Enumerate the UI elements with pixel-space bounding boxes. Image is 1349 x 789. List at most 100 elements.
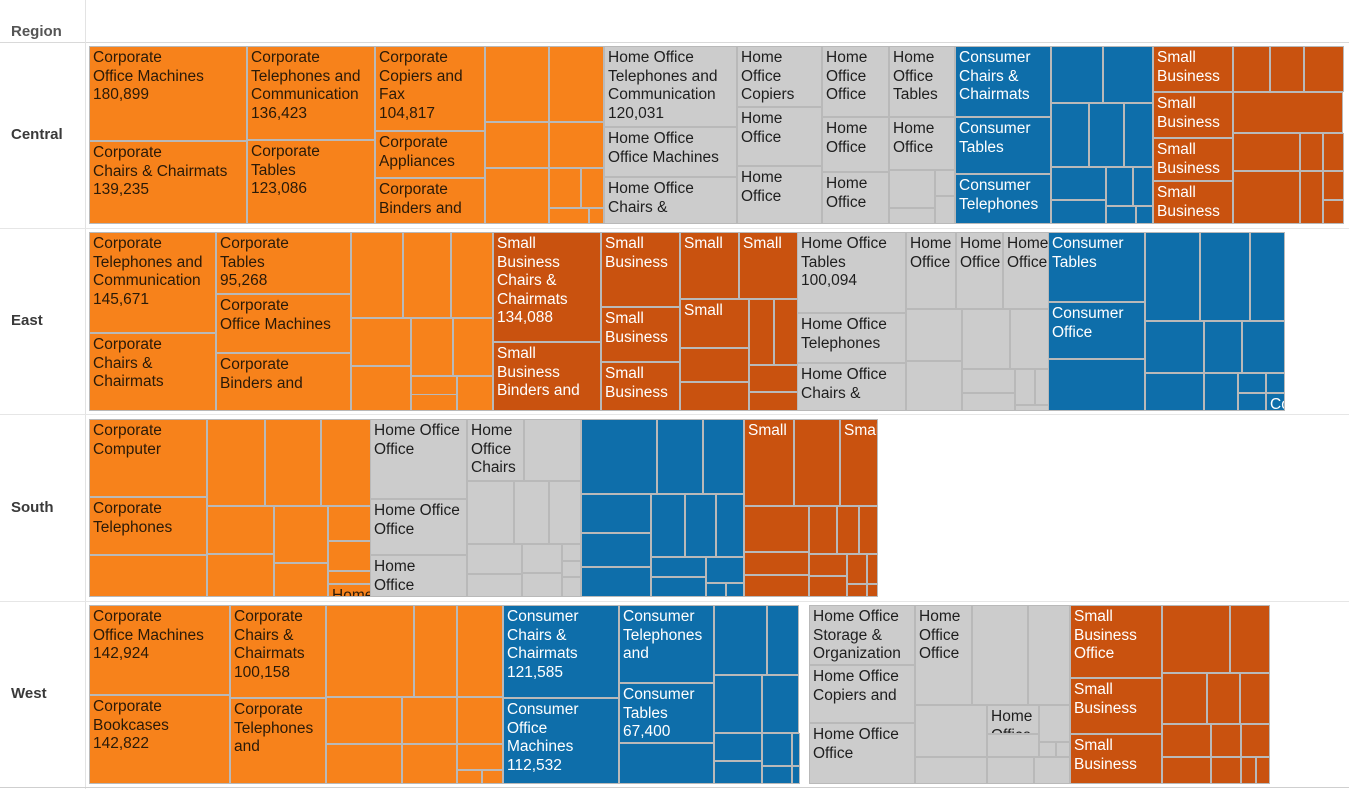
treemap-tile-corporate[interactable] [265,419,321,506]
treemap-tile-small-business[interactable] [809,554,847,576]
treemap-tile-corporate[interactable] [326,605,414,697]
treemap-tile-small-business[interactable]: Small Business [1153,138,1233,181]
treemap-tile-corporate[interactable] [207,419,265,506]
treemap-tile-small-business[interactable] [1300,171,1323,224]
treemap-tile-consumer[interactable] [716,494,744,557]
treemap-tile-small-business[interactable]: Small Business [1153,92,1233,138]
treemap-tile-home-office[interactable] [1034,757,1070,784]
treemap-tile-consumer[interactable] [1145,373,1204,411]
treemap-tile-consumer[interactable] [1051,200,1106,224]
treemap-tile-corporate[interactable] [589,208,604,224]
treemap-tile-consumer[interactable] [1145,321,1204,373]
treemap-tile-corporate[interactable] [549,208,589,224]
treemap-tile-small-business[interactable] [1162,605,1230,673]
treemap-tile-small-business[interactable] [1233,133,1300,171]
treemap-tile-home-office[interactable] [906,309,962,361]
treemap-tile-consumer[interactable] [714,761,762,784]
treemap-tile-consumer[interactable] [685,494,716,557]
treemap-tile-corporate[interactable] [411,394,457,411]
treemap-tile-corporate[interactable] [403,232,451,318]
treemap-tile-corporate[interactable]: Corporate Chairs & Chairmats 139,235 [89,141,247,224]
treemap-tile-consumer[interactable] [651,557,706,577]
treemap-tile-corporate[interactable] [328,571,371,584]
treemap-tile-corporate[interactable] [351,232,403,318]
treemap-tile-small-business[interactable]: Small Business Office [1070,605,1162,678]
treemap-tile-small-business[interactable]: Small Business [1070,678,1162,734]
treemap-tile-small-business[interactable] [1241,757,1256,784]
treemap-tile-consumer[interactable] [706,557,744,583]
treemap-tile-consumer[interactable]: Consumer Telephones and [619,605,714,683]
treemap-tile-consumer[interactable]: Consumer Office Machines 112,532 [503,698,619,784]
treemap-tile-small-business[interactable] [1162,757,1211,784]
treemap-tile-corporate[interactable] [351,318,411,366]
treemap-tile-corporate[interactable] [457,697,503,744]
treemap-tile-home-office[interactable] [906,361,962,411]
treemap-tile-corporate[interactable]: Home OfficeTables86,505 [328,584,371,597]
treemap-tile-small-business[interactable] [1323,133,1344,171]
treemap-tile-small-business[interactable] [809,576,847,597]
treemap-tile-home-office[interactable] [1039,742,1056,757]
treemap-tile-corporate[interactable]: Corporate Office Machines 180,899 [89,46,247,141]
treemap-tile-small-business[interactable] [749,365,798,392]
treemap-tile-home-office[interactable]: Home Office Chairs & [797,363,906,411]
treemap-tile-home-office[interactable] [972,605,1028,705]
treemap-tile-corporate[interactable] [321,419,371,506]
treemap-tile-small-business[interactable] [1233,92,1343,133]
treemap-tile-corporate[interactable]: Corporate Binders and [375,178,485,224]
treemap-tile-small-business[interactable] [1207,673,1240,724]
treemap-tile-consumer[interactable] [1103,46,1153,103]
treemap-tile-corporate[interactable] [581,168,604,208]
treemap-tile-corporate[interactable]: Corporate Telephones and [230,698,326,784]
treemap-tile-small-business[interactable] [867,554,878,584]
treemap-tile-corporate[interactable]: Corporate Office Machines 142,924 [89,605,230,695]
treemap-tile-small-business[interactable] [847,584,867,597]
treemap-tile-home-office[interactable]: Home Office Chairs [467,419,524,481]
treemap-tile-small-business[interactable] [809,506,837,554]
treemap-tile-small-business[interactable] [774,299,798,365]
treemap-tile-consumer[interactable]: Consumer Chairs & Chairmats 121,585 [503,605,619,698]
treemap-tile-home-office[interactable] [467,544,522,574]
treemap-tile-home-office[interactable] [562,544,581,561]
treemap-tile-corporate[interactable] [326,744,402,784]
treemap-tile-home-office[interactable] [549,481,581,544]
treemap-tile-home-office[interactable] [524,419,581,481]
treemap-tile-home-office[interactable] [915,757,987,784]
treemap-tile-home-office[interactable]: Home Office Office [370,499,467,555]
treemap-tile-consumer[interactable] [762,733,792,766]
treemap-tile-home-office[interactable] [962,309,1010,369]
treemap-tile-consumer[interactable] [1051,46,1103,103]
treemap-tile-small-business[interactable]: Small Business Chairs & Chairmats 134,088 [493,232,601,342]
treemap-tile-small-business[interactable] [1323,200,1344,224]
treemap-tile-home-office[interactable] [514,481,549,544]
treemap-tile-home-office[interactable] [987,757,1034,784]
treemap-tile-small-business[interactable] [744,506,809,552]
treemap-tile-small-business[interactable] [749,299,774,365]
treemap-tile-consumer[interactable] [762,675,799,733]
treemap-tile-corporate[interactable]: Corporate Bookcases 142,822 [89,695,230,784]
treemap-tile-small-business[interactable]: Small [744,419,794,506]
treemap-tile-small-business[interactable] [1256,757,1270,784]
treemap-tile-home-office[interactable]: Home Office Office Machines [604,127,737,177]
treemap-tile-small-business[interactable] [749,392,798,411]
treemap-tile-consumer[interactable] [1106,206,1136,224]
treemap-tile-consumer[interactable] [581,567,651,597]
treemap-tile-corporate[interactable] [274,563,328,597]
treemap-tile-corporate[interactable] [414,605,457,697]
treemap-tile-consumer[interactable]: Consumer Telephones [955,174,1051,224]
treemap-tile-small-business[interactable]: Small Business [601,232,680,307]
treemap-tile-consumer[interactable] [762,766,792,784]
treemap-tile-small-business[interactable] [1304,46,1344,92]
treemap-tile-small-business[interactable] [867,584,878,597]
treemap-tile-home-office[interactable] [962,369,1015,393]
treemap-tile-corporate[interactable] [326,697,402,744]
treemap-tile-home-office[interactable] [987,734,1039,757]
treemap-tile-corporate[interactable]: Corporate Tables 123,086 [247,140,375,224]
treemap-tile-small-business[interactable] [1211,724,1241,757]
treemap-tile-corporate[interactable]: Corporate Binders and [216,353,351,411]
treemap-tile-home-office[interactable] [962,393,1015,411]
